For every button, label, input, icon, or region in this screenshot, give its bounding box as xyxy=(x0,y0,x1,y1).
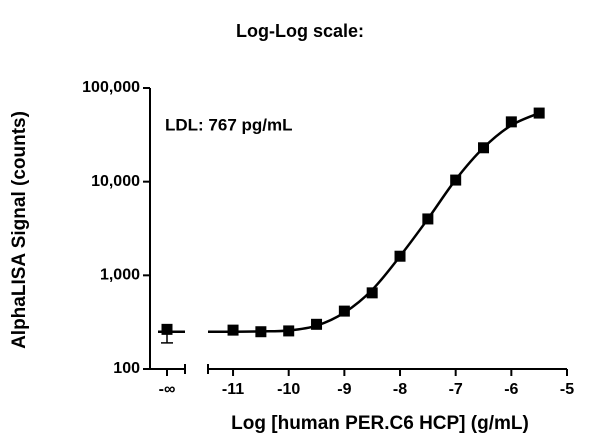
point xyxy=(394,250,406,262)
point xyxy=(505,116,517,128)
point xyxy=(366,287,378,299)
annotation: LDL: 767 pg/mL xyxy=(165,115,293,134)
point xyxy=(338,305,350,317)
x-tick-label: -∞ xyxy=(159,381,176,398)
fit-curve xyxy=(207,111,540,333)
point xyxy=(478,142,490,154)
x-tick-label: -9 xyxy=(337,381,351,398)
point xyxy=(283,325,295,337)
point xyxy=(161,323,173,335)
y-tick-label: 10,000 xyxy=(91,173,140,190)
point xyxy=(227,324,239,336)
y-tick-label: 1,000 xyxy=(100,267,140,284)
point xyxy=(422,213,434,225)
x-tick-label: -6 xyxy=(504,381,518,398)
chart-title: Log-Log scale: xyxy=(236,21,364,41)
point xyxy=(255,326,267,338)
point xyxy=(533,107,545,119)
x-tick-label: -11 xyxy=(222,381,244,398)
x-axis-label: Log [human PER.C6 HCP] (g/mL) xyxy=(231,413,529,434)
x-tick-label: -7 xyxy=(449,381,463,398)
x-tick-label: -5 xyxy=(560,381,574,398)
point xyxy=(450,174,462,186)
y-tick-label: 100,000 xyxy=(82,79,140,96)
y-tick-label: 100 xyxy=(113,360,140,377)
x-tick-label: -10 xyxy=(277,381,300,398)
y-axis-label: AlphaLISA Signal (counts) xyxy=(9,111,30,349)
point xyxy=(311,318,323,330)
x-tick-label: -8 xyxy=(393,381,407,398)
